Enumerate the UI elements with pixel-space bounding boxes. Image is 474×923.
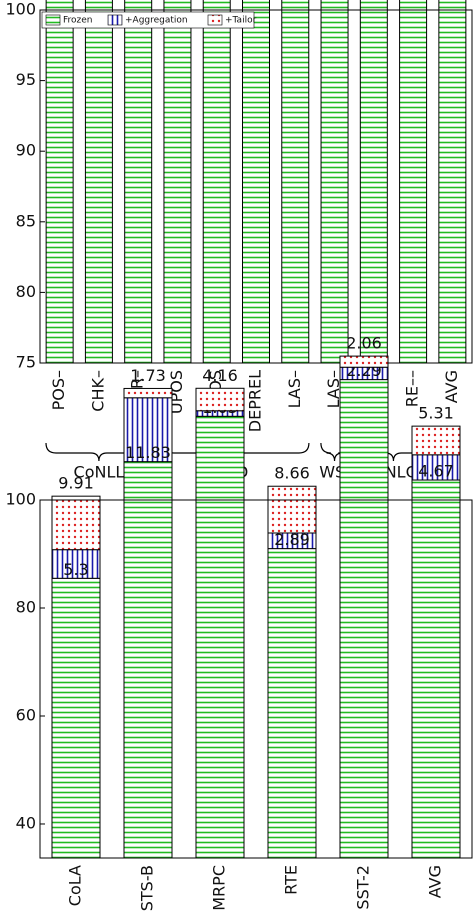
value-label: 11.83 bbox=[125, 443, 171, 462]
x-tick-label: RE–– bbox=[403, 370, 422, 407]
legend-label: +Aggregation bbox=[125, 16, 188, 26]
value-label: 1.73 bbox=[130, 366, 166, 385]
y-tick-label: 85 bbox=[16, 211, 36, 230]
bar-segment bbox=[45, 0, 74, 364]
bar-segment bbox=[339, 355, 389, 368]
y-tick-label: 100 bbox=[5, 0, 36, 19]
legend: Frozen +Aggregation +Tailor bbox=[41, 11, 257, 29]
bar-segment bbox=[123, 461, 173, 859]
bar-segment bbox=[267, 485, 317, 534]
value-label: 5.31 bbox=[418, 404, 454, 423]
x-tick-label: LAS– bbox=[324, 370, 343, 408]
y-tick-label: 80 bbox=[16, 597, 36, 616]
legend-swatch bbox=[207, 14, 223, 26]
bar-segment bbox=[359, 0, 388, 364]
x-tick-label: LAS– bbox=[285, 370, 304, 408]
bar-segment bbox=[281, 0, 310, 364]
value-label: 4.16 bbox=[202, 366, 238, 385]
plot-frame bbox=[39, 499, 473, 859]
bar-segment bbox=[267, 548, 317, 859]
legend-swatch bbox=[45, 14, 61, 26]
value-label: 4.67 bbox=[418, 462, 454, 481]
bar-segment bbox=[339, 379, 389, 859]
y-tick-label: 100 bbox=[5, 490, 36, 509]
bar-segment bbox=[195, 387, 245, 412]
bar-segment bbox=[399, 0, 428, 364]
x-tick-label: DEPREL bbox=[246, 370, 265, 432]
x-tick-label: MRPC bbox=[210, 865, 229, 911]
legend-label: Frozen bbox=[63, 16, 93, 26]
bar-segment bbox=[320, 0, 349, 364]
x-tick-label: POS– bbox=[49, 370, 68, 410]
bar-segment bbox=[124, 0, 153, 364]
group-label: CoNLL bbox=[74, 463, 125, 482]
bar-segment bbox=[242, 0, 270, 364]
x-tick-label: STS-B bbox=[138, 865, 157, 911]
legend-label: +Tailor bbox=[225, 16, 257, 26]
y-tick-label: 40 bbox=[16, 813, 36, 832]
legend-swatch bbox=[107, 14, 123, 26]
bar-segment bbox=[195, 415, 245, 859]
bar-segment bbox=[163, 0, 192, 364]
y-tick-label: 75 bbox=[16, 353, 36, 372]
bar-segment bbox=[123, 397, 173, 463]
bar-segment bbox=[51, 495, 101, 551]
value-label: 2.89 bbox=[274, 530, 310, 549]
bar-segment bbox=[123, 387, 173, 399]
value-label: 5.3 bbox=[63, 560, 88, 579]
x-tick-label: CHK– bbox=[88, 370, 107, 412]
bar-segment bbox=[51, 549, 101, 579]
x-tick-label: AVG bbox=[426, 865, 445, 898]
plot-frame bbox=[39, 9, 473, 364]
value-label: 8.66 bbox=[274, 464, 310, 483]
bar-segment bbox=[51, 577, 101, 859]
bar-segment bbox=[438, 0, 467, 364]
bar-segment bbox=[411, 425, 461, 456]
y-tick-label: 95 bbox=[16, 70, 36, 89]
x-tick-label: SST-2 bbox=[354, 865, 373, 910]
x-tick-label: AVG bbox=[442, 370, 461, 403]
x-tick-label: CoLA bbox=[66, 865, 85, 906]
y-tick-label: 80 bbox=[16, 282, 36, 301]
value-label: 2.06 bbox=[346, 334, 382, 353]
y-tick-label: 90 bbox=[16, 141, 36, 160]
legend-box bbox=[41, 11, 255, 29]
y-tick-label: 60 bbox=[16, 705, 36, 724]
x-tick-label: RTE bbox=[282, 865, 301, 895]
bar-segment bbox=[84, 0, 113, 364]
value-label: 9.91 bbox=[58, 474, 94, 493]
bar-segment bbox=[411, 479, 461, 859]
bar-segment bbox=[202, 0, 231, 364]
bar-segment bbox=[411, 454, 461, 481]
